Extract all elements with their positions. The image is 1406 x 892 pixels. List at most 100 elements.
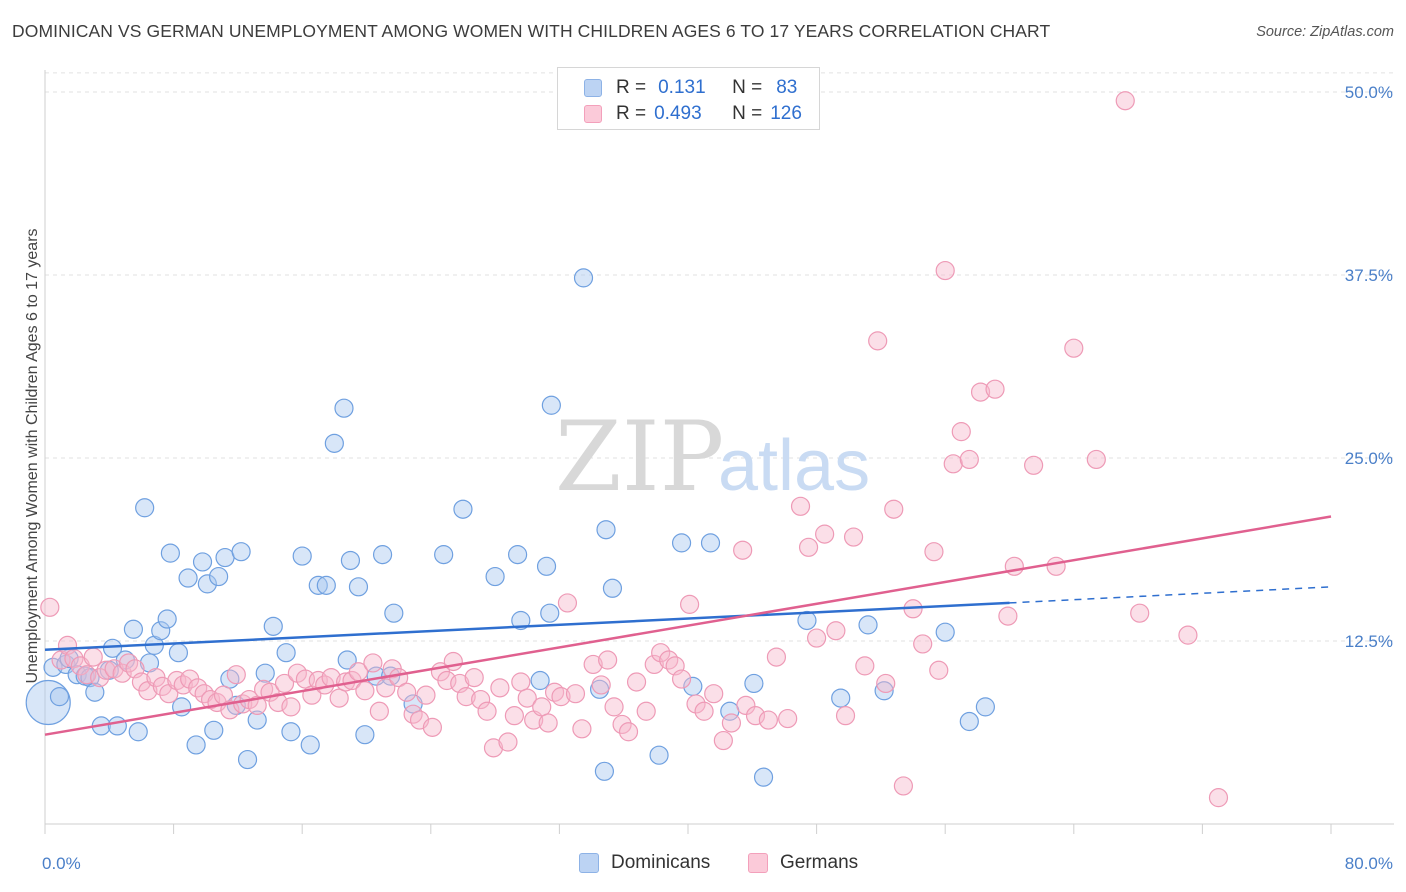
data-point-germans — [1024, 455, 1044, 475]
data-point-germans — [913, 634, 933, 654]
data-point-dominicans — [237, 749, 258, 770]
data-point-germans — [686, 694, 706, 714]
data-point-germans — [498, 732, 518, 752]
data-point-dominicans — [135, 498, 155, 518]
legend-swatch-dominicans — [579, 853, 599, 873]
data-point-germans — [935, 260, 955, 281]
data-point-dominicans — [530, 670, 550, 691]
data-point-germans — [736, 695, 756, 716]
y-tick-label: 25.0% — [1345, 449, 1393, 468]
data-point-dominicans — [281, 722, 301, 742]
data-point-germans — [943, 454, 963, 474]
data-point-germans — [745, 706, 766, 726]
legend-n-label: N = — [732, 103, 763, 124]
data-point-germans — [815, 524, 835, 544]
series-legend-dominicans[interactable]: Dominicans — [579, 852, 710, 874]
trend-lines — [44, 515, 1332, 736]
data-point-dominicans — [209, 566, 229, 587]
data-point-germans — [694, 701, 714, 721]
data-point-dominicans — [594, 761, 615, 781]
data-point-germans — [733, 540, 753, 560]
data-point-germans — [90, 667, 110, 688]
data-point-germans — [618, 722, 639, 742]
data-point-germans — [538, 713, 558, 733]
data-point-germans — [924, 542, 944, 562]
data-point-germans — [422, 717, 443, 737]
legend-swatch-germans — [748, 853, 768, 873]
data-point-germans — [1208, 788, 1229, 808]
data-point-germans — [40, 597, 60, 617]
data-point-germans — [970, 382, 991, 402]
data-point-germans — [884, 499, 904, 519]
legend-n-label: N = — [732, 77, 763, 98]
data-point-germans — [483, 738, 504, 758]
data-point-germans — [651, 643, 671, 663]
data-point-germans — [604, 697, 624, 717]
data-point-dominicans — [511, 610, 531, 631]
data-point-dominicans — [300, 735, 320, 755]
data-point-germans — [721, 713, 742, 733]
data-point-dominicans — [102, 638, 123, 658]
data-point-dominicans — [959, 711, 979, 732]
data-point-germans — [591, 675, 611, 695]
data-point-dominicans — [340, 550, 361, 571]
data-point-dominicans — [192, 552, 213, 572]
data-point-dominicans — [276, 643, 296, 663]
data-point-dominicans — [337, 650, 357, 670]
data-point-germans — [152, 676, 172, 696]
data-point-germans — [504, 706, 524, 726]
data-point-germans — [951, 422, 971, 442]
data-point-dominicans — [602, 578, 623, 598]
data-point-dominicans — [797, 610, 817, 631]
correlation-legend: R = 0.131 N = 83 R = 0.493 N = 126 — [557, 67, 820, 130]
data-point-germans — [551, 687, 571, 707]
data-point-dominicans — [160, 543, 180, 563]
data-point-dominicans — [25, 679, 71, 726]
data-point-germans — [112, 663, 132, 683]
data-point-germans — [671, 669, 692, 689]
data-point-germans — [355, 681, 375, 701]
data-point-germans — [758, 710, 778, 730]
data-point-germans — [363, 653, 383, 673]
data-point-dominicans — [157, 609, 177, 629]
legend-n-value: 126 — [770, 103, 802, 124]
data-point-dominicans — [831, 688, 851, 708]
data-point-dominicans — [334, 398, 354, 418]
data-point-germans — [843, 527, 864, 547]
trend-line-dominicans — [44, 601, 1010, 652]
data-point-dominicans — [453, 499, 473, 519]
data-point-germans — [376, 678, 396, 698]
trend-line-dominicans-extension — [1009, 586, 1332, 604]
legend-row-dominicans: R = 0.131 N = 83 — [584, 76, 797, 100]
source-label: Source: ZipAtlas.com — [1256, 24, 1394, 40]
data-point-dominicans — [536, 556, 557, 576]
data-point-germans — [572, 719, 592, 739]
data-point-germans — [868, 331, 888, 351]
data-point-germans — [835, 706, 856, 726]
data-point-dominicans — [348, 577, 369, 597]
axes — [44, 70, 1394, 834]
data-point-dominicans — [874, 681, 894, 701]
data-point-dominicans — [744, 673, 764, 694]
data-point-germans — [464, 667, 484, 688]
germans-points — [40, 91, 1229, 808]
data-point-germans — [490, 678, 510, 698]
data-point-germans — [598, 650, 618, 670]
data-point-dominicans — [197, 574, 217, 594]
tick-labels: 12.5% 25.0% 37.5% 50.0% 0.0% 80.0% — [42, 83, 1393, 873]
data-point-germans — [532, 697, 552, 717]
watermark-zip: ZIP — [555, 401, 724, 513]
data-point-germans — [1178, 625, 1198, 645]
x-tick-label: 80.0% — [1345, 854, 1393, 873]
legend-n-value: 83 — [776, 77, 798, 98]
data-point-dominicans — [107, 716, 127, 736]
data-point-dominicans — [204, 720, 224, 740]
data-point-dominicans — [151, 621, 171, 641]
watermark-atlas: atlas — [718, 426, 870, 506]
data-point-dominicans — [596, 520, 616, 540]
data-point-germans — [790, 496, 811, 516]
data-point-dominicans — [858, 615, 878, 635]
data-point-germans — [511, 672, 531, 692]
series-legend-germans[interactable]: Germans — [748, 852, 858, 874]
